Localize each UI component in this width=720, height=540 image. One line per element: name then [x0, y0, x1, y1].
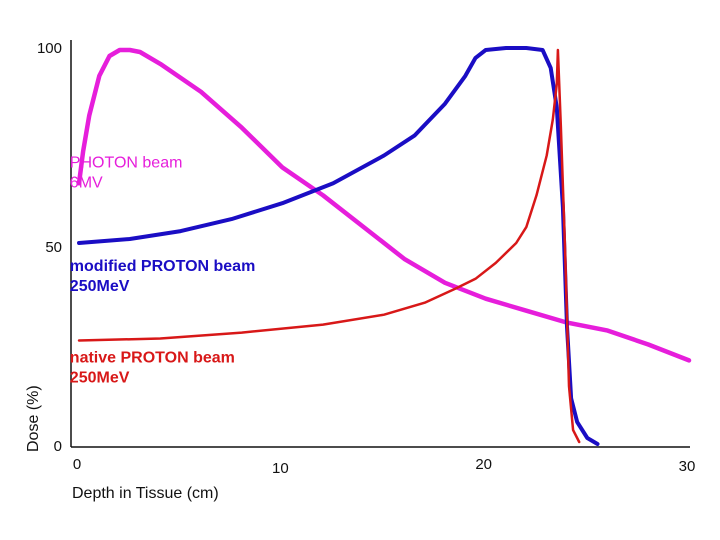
series-line-3	[77, 48, 581, 444]
x-tick-label: 30	[679, 458, 696, 475]
series-line-2	[77, 46, 600, 446]
series-label-3: 250MeV	[70, 369, 130, 386]
y-axis-title: Dose (%)	[25, 385, 42, 452]
series-label-3: native PROTON beam	[70, 349, 235, 366]
series-line-1	[76, 47, 692, 363]
x-tick-label: 10	[272, 460, 289, 477]
series-label-2: 250MeV	[70, 278, 130, 295]
x-tick-label: 20	[475, 456, 492, 473]
series-label-1: PHOTON beam	[70, 154, 183, 171]
y-tick-label: 0	[54, 438, 62, 455]
y-tick-label: 50	[45, 239, 62, 256]
x-tick-label: 0	[73, 456, 81, 473]
series-label-1: 6MV	[70, 174, 103, 191]
y-tick-label: 100	[37, 40, 62, 57]
series-label-2: modified PROTON beam	[70, 258, 256, 275]
x-axis-title: Depth in Tissue (cm)	[72, 485, 219, 502]
